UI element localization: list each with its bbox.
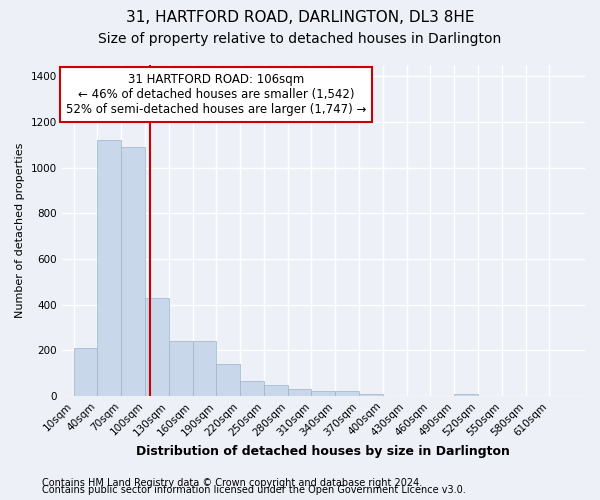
Bar xyxy=(121,147,145,396)
Bar xyxy=(240,381,264,396)
Bar xyxy=(264,384,287,396)
Bar xyxy=(169,341,193,396)
X-axis label: Distribution of detached houses by size in Darlington: Distribution of detached houses by size … xyxy=(136,444,510,458)
Bar xyxy=(97,140,121,396)
Bar xyxy=(454,394,478,396)
Text: Contains public sector information licensed under the Open Government Licence v3: Contains public sector information licen… xyxy=(42,485,466,495)
Bar xyxy=(145,298,169,396)
Y-axis label: Number of detached properties: Number of detached properties xyxy=(15,143,25,318)
Bar xyxy=(216,364,240,396)
Text: Size of property relative to detached houses in Darlington: Size of property relative to detached ho… xyxy=(98,32,502,46)
Bar xyxy=(74,348,97,396)
Bar xyxy=(287,389,311,396)
Bar xyxy=(335,392,359,396)
Bar xyxy=(311,392,335,396)
Text: Contains HM Land Registry data © Crown copyright and database right 2024.: Contains HM Land Registry data © Crown c… xyxy=(42,478,422,488)
Bar xyxy=(193,341,216,396)
Bar xyxy=(359,394,383,396)
Text: 31 HARTFORD ROAD: 106sqm
← 46% of detached houses are smaller (1,542)
52% of sem: 31 HARTFORD ROAD: 106sqm ← 46% of detach… xyxy=(66,74,366,116)
Text: 31, HARTFORD ROAD, DARLINGTON, DL3 8HE: 31, HARTFORD ROAD, DARLINGTON, DL3 8HE xyxy=(126,10,474,25)
